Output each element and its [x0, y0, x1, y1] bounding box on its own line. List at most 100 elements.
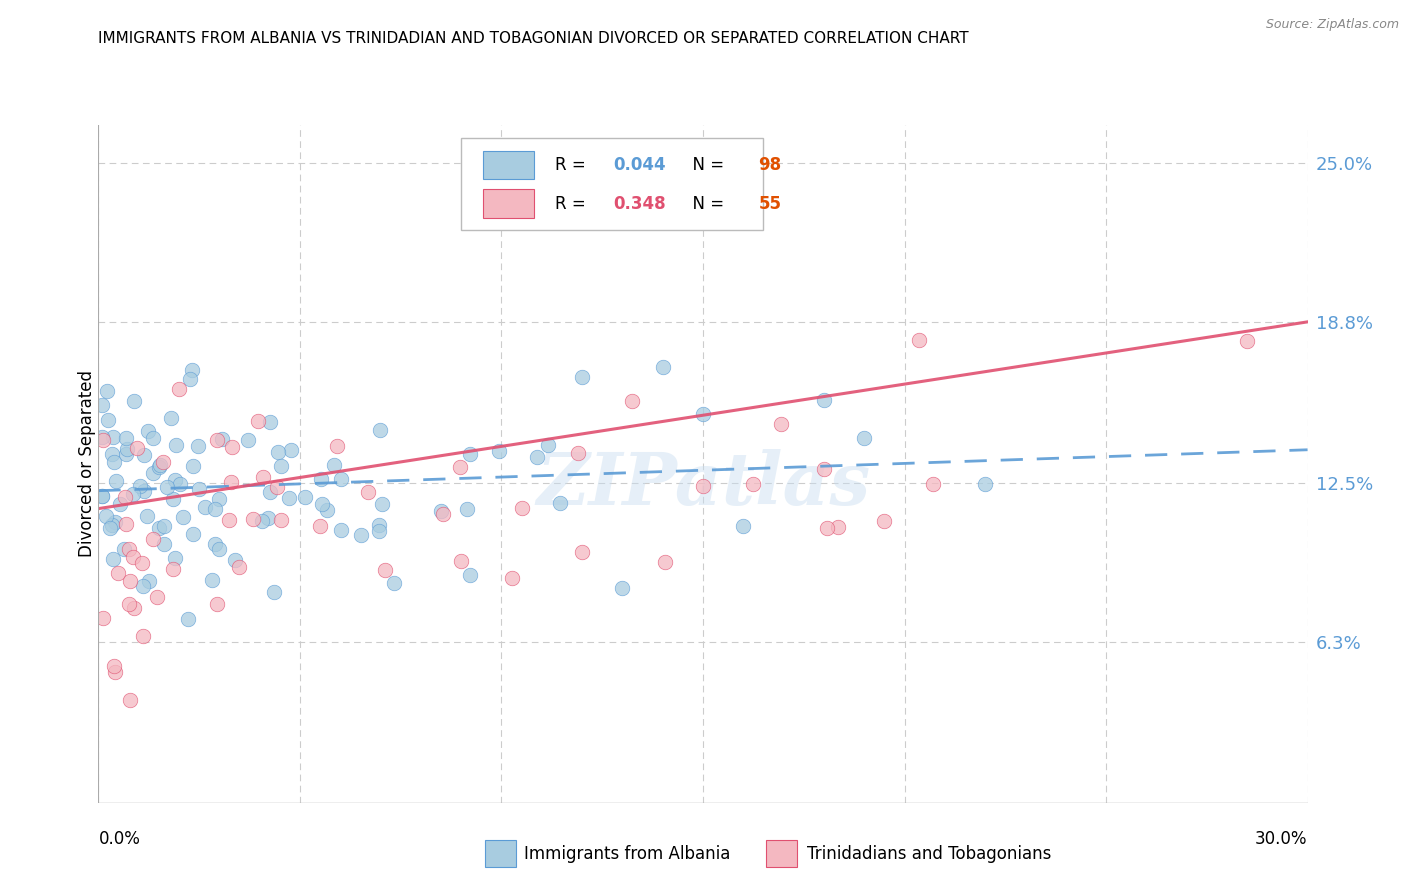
Point	[153, 537, 176, 551]
Point	[350, 528, 373, 542]
Text: 98: 98	[759, 156, 782, 174]
Point	[118, 693, 141, 707]
Point	[266, 480, 288, 494]
Point	[267, 445, 290, 459]
Point	[853, 431, 876, 445]
Point	[104, 515, 127, 529]
Text: Immigrants from Albania: Immigrants from Albania	[524, 845, 731, 863]
Point	[329, 472, 352, 486]
Point	[247, 414, 270, 428]
Point	[236, 433, 259, 447]
Point	[368, 423, 391, 437]
Point	[107, 566, 129, 580]
Point	[115, 448, 138, 462]
Point	[167, 382, 190, 396]
Point	[1236, 334, 1258, 348]
Point	[922, 476, 945, 491]
Point	[219, 475, 242, 489]
Point	[142, 466, 165, 480]
Point	[309, 519, 332, 533]
Point	[131, 556, 153, 570]
Point	[323, 458, 346, 472]
Point	[208, 491, 231, 506]
Point	[316, 503, 339, 517]
Point	[122, 394, 145, 409]
Point	[278, 491, 301, 505]
Point	[367, 518, 389, 533]
Text: ZIPatlas: ZIPatlas	[536, 449, 870, 520]
Point	[537, 438, 560, 452]
Point	[329, 523, 352, 537]
Point	[692, 407, 714, 421]
Point	[136, 509, 159, 524]
Point	[181, 459, 204, 474]
Point	[450, 554, 472, 568]
Point	[201, 573, 224, 587]
Point	[194, 500, 217, 515]
Point	[259, 484, 281, 499]
Point	[153, 518, 176, 533]
Point	[526, 450, 548, 465]
FancyBboxPatch shape	[482, 151, 534, 179]
Point	[815, 521, 838, 535]
Point	[309, 472, 332, 486]
Point	[118, 542, 141, 557]
Point	[101, 518, 124, 533]
Point	[571, 370, 593, 384]
Point	[651, 360, 673, 375]
Point	[142, 431, 165, 445]
Point	[125, 441, 148, 455]
Point	[142, 532, 165, 546]
Point	[458, 568, 481, 582]
FancyBboxPatch shape	[482, 189, 534, 218]
Point	[270, 513, 292, 527]
Point	[180, 363, 202, 377]
Point	[122, 600, 145, 615]
Point	[250, 514, 273, 528]
Point	[257, 511, 280, 525]
Point	[96, 384, 118, 398]
Point	[114, 517, 136, 532]
Point	[162, 562, 184, 576]
Point	[91, 489, 114, 503]
Point	[548, 495, 571, 509]
Point	[91, 433, 114, 447]
Text: IMMIGRANTS FROM ALBANIA VS TRINIDADIAN AND TOBAGONIAN DIVORCED OR SEPARATED CORR: IMMIGRANTS FROM ALBANIA VS TRINIDADIAN A…	[98, 31, 969, 46]
Point	[136, 424, 159, 438]
Point	[132, 629, 155, 643]
Point	[122, 550, 145, 565]
Point	[571, 545, 593, 559]
Point	[165, 550, 187, 565]
Point	[101, 552, 124, 566]
Point	[270, 459, 292, 474]
Point	[118, 597, 141, 611]
Point	[432, 507, 454, 521]
Point	[224, 553, 246, 567]
Point	[105, 474, 128, 488]
Point	[91, 489, 114, 503]
Text: 0.348: 0.348	[613, 194, 666, 212]
Point	[149, 458, 172, 472]
Point	[165, 437, 187, 451]
Text: Source: ZipAtlas.com: Source: ZipAtlas.com	[1265, 18, 1399, 31]
Point	[208, 542, 231, 557]
Point	[204, 537, 226, 551]
Point	[169, 476, 191, 491]
Point	[148, 521, 170, 535]
Point	[252, 469, 274, 483]
Point	[430, 504, 453, 518]
Text: N =: N =	[682, 194, 730, 212]
Text: R =: R =	[555, 156, 592, 174]
Point	[259, 415, 281, 429]
Point	[98, 521, 121, 535]
Point	[156, 479, 179, 493]
Point	[145, 590, 167, 604]
Point	[205, 598, 228, 612]
Text: R =: R =	[555, 194, 592, 212]
Point	[165, 473, 187, 487]
Point	[488, 443, 510, 458]
Point	[205, 433, 228, 447]
Point	[357, 485, 380, 500]
Text: 30.0%: 30.0%	[1256, 830, 1308, 848]
Point	[654, 555, 676, 569]
